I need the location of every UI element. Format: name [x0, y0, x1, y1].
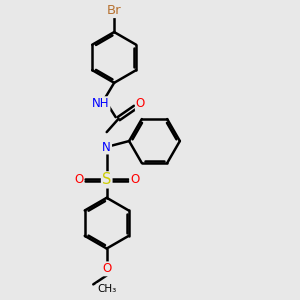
Text: S: S: [102, 172, 111, 188]
Text: CH₃: CH₃: [97, 284, 116, 294]
Text: O: O: [74, 173, 83, 186]
Text: O: O: [130, 173, 140, 186]
Text: Br: Br: [107, 4, 122, 17]
Text: N: N: [102, 140, 111, 154]
Text: O: O: [136, 97, 145, 110]
Text: NH: NH: [92, 97, 110, 110]
Text: O: O: [102, 262, 111, 275]
